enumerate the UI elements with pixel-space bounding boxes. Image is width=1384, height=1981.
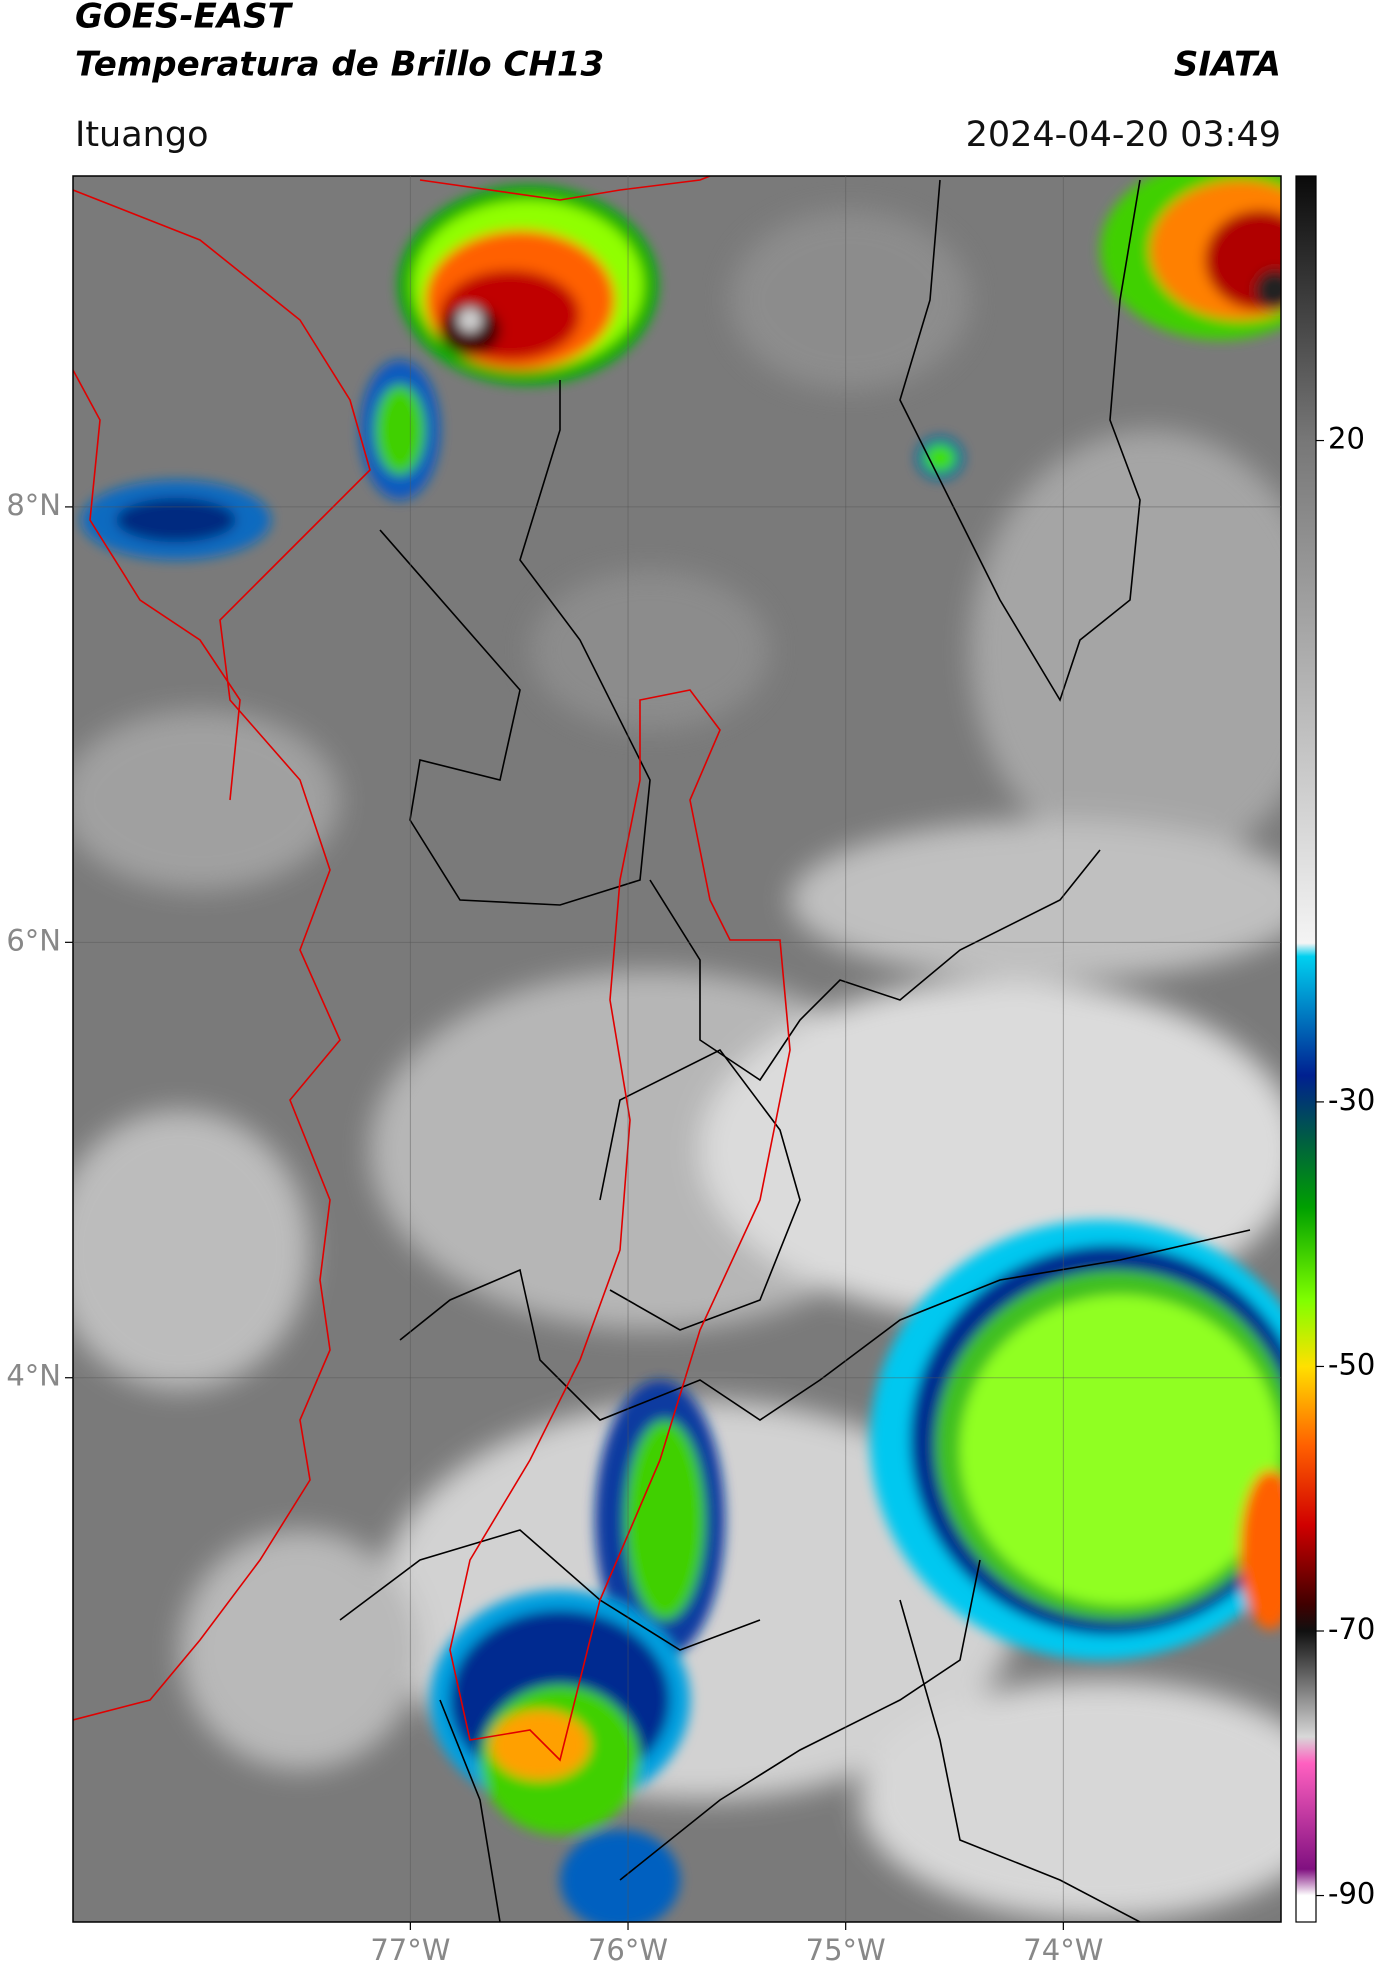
title-line-2: Temperatura de Brillo CH13 <box>75 45 604 85</box>
colorbar-tick-label: -30 <box>1328 1083 1375 1117</box>
colorbar-tick-label: -90 <box>1328 1877 1375 1911</box>
x-tick-label: 76°W <box>588 1933 668 1967</box>
map-frame <box>72 175 1282 1923</box>
x-tick-label: 77°W <box>370 1933 450 1967</box>
source: SIATA <box>1174 45 1281 85</box>
red-boundaries <box>73 176 791 1762</box>
datetime: 2024-04-20 03:49 <box>966 115 1281 155</box>
x-tick-label: 75°W <box>806 1933 886 1967</box>
x-tick-label: 74°W <box>1023 1933 1103 1967</box>
colorbar-tick-label: -50 <box>1328 1347 1375 1381</box>
boundaries <box>339 179 1251 1922</box>
colorbar-tick-label: 20 <box>1328 422 1365 456</box>
colorbar <box>1295 175 1317 1923</box>
y-tick-label: 4°N <box>6 1359 61 1393</box>
title-line-1: GOES-EAST <box>75 0 294 37</box>
y-tick-label: 6°N <box>6 923 61 957</box>
region: Ituango <box>75 115 209 155</box>
satellite-image <box>73 176 1281 1922</box>
colorbar-tick-label: -70 <box>1328 1612 1375 1646</box>
y-tick-label: 8°N <box>6 488 61 522</box>
